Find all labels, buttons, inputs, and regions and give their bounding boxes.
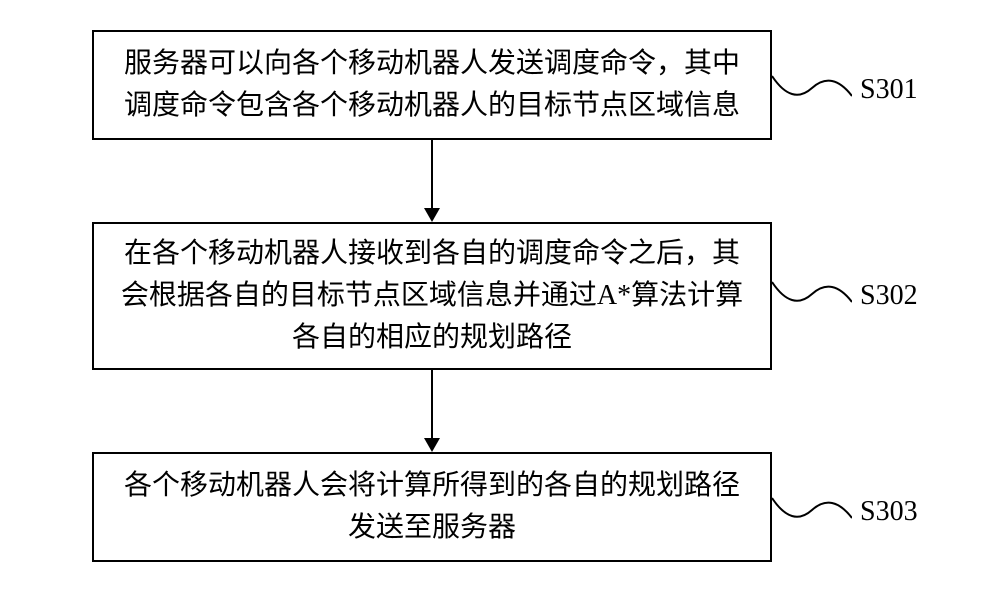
step-2-text: 在各个移动机器人接收到各自的调度命令之后，其会根据各自的目标节点区域信息并通过A… — [114, 233, 750, 359]
flowchart-container: 服务器可以向各个移动机器人发送调度命令，其中调度命令包含各个移动机器人的目标节点… — [0, 0, 1000, 605]
step-3-label: S303 — [860, 496, 918, 528]
step-1-label: S301 — [860, 74, 918, 106]
flowchart-step-2: 在各个移动机器人接收到各自的调度命令之后，其会根据各自的目标节点区域信息并通过A… — [92, 222, 772, 370]
arrow-1-line — [431, 140, 433, 208]
step-1-connector — [772, 68, 852, 108]
arrow-2-head — [424, 438, 440, 452]
flowchart-step-1: 服务器可以向各个移动机器人发送调度命令，其中调度命令包含各个移动机器人的目标节点… — [92, 30, 772, 140]
step-2-connector — [772, 274, 852, 314]
step-3-text: 各个移动机器人会将计算所得到的各自的规划路径发送至服务器 — [114, 465, 750, 549]
step-3-connector — [772, 490, 852, 530]
step-1-text: 服务器可以向各个移动机器人发送调度命令，其中调度命令包含各个移动机器人的目标节点… — [114, 43, 750, 127]
arrow-2-line — [431, 370, 433, 438]
flowchart-step-3: 各个移动机器人会将计算所得到的各自的规划路径发送至服务器 — [92, 452, 772, 562]
step-2-label: S302 — [860, 280, 918, 312]
arrow-1-head — [424, 208, 440, 222]
